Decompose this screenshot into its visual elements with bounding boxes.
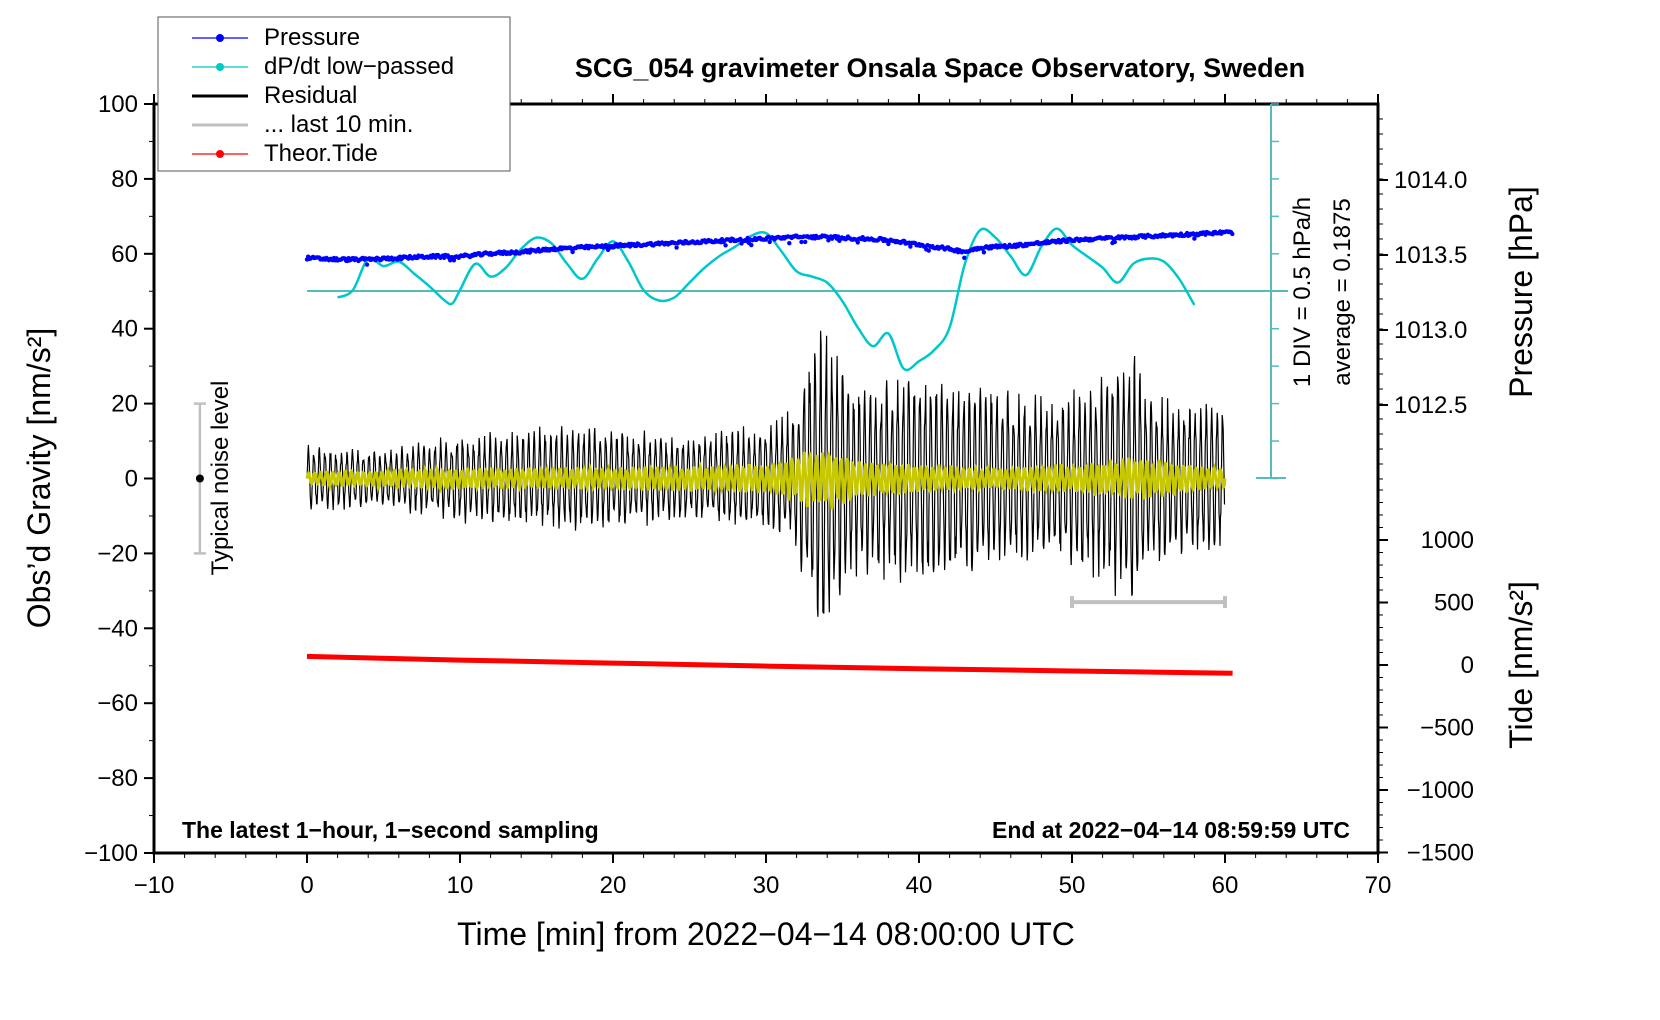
dpdt-div-label: 1 DIV = 0.5 hPa/h bbox=[1289, 197, 1316, 387]
pressure-point bbox=[674, 245, 679, 250]
y-tick-label: −100 bbox=[84, 840, 138, 867]
pressure-point bbox=[799, 239, 804, 245]
x-tick-label: 10 bbox=[447, 872, 474, 899]
pressure-series bbox=[304, 229, 1235, 267]
legend-marker bbox=[216, 63, 224, 71]
pressure-point bbox=[767, 239, 772, 245]
noise-bar-dot bbox=[195, 474, 204, 483]
y-axis-pressure-title: Pressure [hPa] bbox=[1503, 186, 1539, 398]
tide-tick-label: 1000 bbox=[1421, 527, 1474, 554]
tide-tick-label: 500 bbox=[1434, 590, 1474, 617]
pressure-point bbox=[570, 249, 575, 255]
legend-label: Theor.Tide bbox=[264, 140, 378, 167]
legend-label: dP/dt low−passed bbox=[264, 53, 454, 80]
residual-line bbox=[306, 330, 1226, 617]
y-tick-label: 40 bbox=[111, 316, 138, 343]
legend-label: Pressure bbox=[264, 24, 360, 51]
pressure-tick-label: 1012.5 bbox=[1394, 392, 1467, 419]
y-tick-label: −40 bbox=[97, 615, 138, 642]
dpdt-series bbox=[337, 227, 1196, 372]
tide-tick-label: 0 bbox=[1461, 652, 1474, 679]
residual-filtered-series bbox=[305, 449, 1227, 510]
y-tick-label: −20 bbox=[97, 540, 138, 567]
y-tick-label: 0 bbox=[125, 466, 138, 493]
pressure-point bbox=[749, 242, 754, 248]
pressure-point bbox=[981, 250, 987, 255]
pressure-point bbox=[723, 243, 728, 248]
dpdt-scale-axis bbox=[307, 103, 1288, 480]
pressure-point bbox=[787, 241, 792, 246]
pressure-tick-label: 1014.0 bbox=[1394, 167, 1467, 194]
pressure-point bbox=[926, 248, 931, 253]
legend-marker bbox=[216, 150, 224, 158]
y-tick-label: −60 bbox=[97, 690, 138, 717]
legend-label: Residual bbox=[264, 82, 357, 109]
pressure-tick-label: 1013.0 bbox=[1394, 317, 1467, 344]
residual-series bbox=[306, 330, 1226, 617]
legend-label: ... last 10 min. bbox=[264, 111, 413, 138]
x-tick-label: 50 bbox=[1059, 872, 1086, 899]
pressure-tick-label: 1013.5 bbox=[1394, 242, 1467, 269]
pressure-point bbox=[1230, 231, 1235, 237]
pressure-point bbox=[962, 255, 967, 260]
y-axis-tide-title: Tide [nm/s²] bbox=[1503, 581, 1539, 749]
pressure-axis-ticks: 1014.0 1013.5 1013.0 1012.5 bbox=[1378, 118, 1467, 480]
legend-marker bbox=[216, 34, 224, 42]
theor-tide-series bbox=[306, 653, 1233, 676]
y-axis-left-title: Obs’d Gravity [nm/s²] bbox=[21, 328, 57, 629]
tide-tick-label: −1500 bbox=[1407, 840, 1474, 867]
noise-level-label: Typical noise level bbox=[207, 381, 234, 576]
tide-axis-ticks: 1000 500 0 −500 −1000 −1500 bbox=[1378, 489, 1474, 867]
dpdt-line bbox=[337, 227, 1196, 372]
pressure-point bbox=[364, 262, 370, 267]
tide-tick-label: −1000 bbox=[1407, 777, 1474, 804]
x-tick-label: 70 bbox=[1365, 872, 1392, 899]
y-tick-label: 60 bbox=[111, 241, 138, 268]
x-tick-label: 0 bbox=[300, 872, 313, 899]
pressure-point bbox=[803, 239, 808, 245]
y-tick-label: 100 bbox=[98, 91, 138, 118]
legend-box bbox=[157, 16, 511, 172]
chart-title: SCG_054 gravimeter Onsala Space Observat… bbox=[575, 53, 1305, 83]
x-tick-label: 20 bbox=[600, 872, 627, 899]
theor-tide-line bbox=[306, 653, 1233, 676]
end-time-note: End at 2022−04−14 08:59:59 UTC bbox=[992, 817, 1350, 843]
y-tick-label: 20 bbox=[111, 391, 138, 418]
residual-filtered-line bbox=[305, 449, 1227, 510]
pressure-point bbox=[1112, 239, 1118, 245]
annotations bbox=[193, 402, 1227, 609]
y-tick-label: 80 bbox=[111, 166, 138, 193]
x-tick-label: 40 bbox=[906, 872, 933, 899]
sampling-note: The latest 1−hour, 1−second sampling bbox=[182, 817, 599, 843]
x-tick-label: 60 bbox=[1212, 872, 1239, 899]
x-axis-title: Time [min] from 2022−04−14 08:00:00 UTC bbox=[457, 916, 1075, 952]
pressure-point bbox=[855, 240, 860, 245]
x-tick-label: −10 bbox=[134, 872, 175, 899]
tide-tick-label: −500 bbox=[1420, 715, 1474, 742]
y-axis-left-ticks: 100 80 60 40 20 0 −20 −40 −60 −80 −100 bbox=[84, 91, 154, 867]
x-axis-ticks: −10 0 10 20 30 40 50 60 70 bbox=[134, 94, 1392, 899]
dpdt-average-label: average = 0.1875 bbox=[1329, 198, 1356, 386]
pressure-point bbox=[908, 244, 913, 249]
x-tick-label: 30 bbox=[753, 872, 780, 899]
y-tick-label: −80 bbox=[97, 765, 138, 792]
